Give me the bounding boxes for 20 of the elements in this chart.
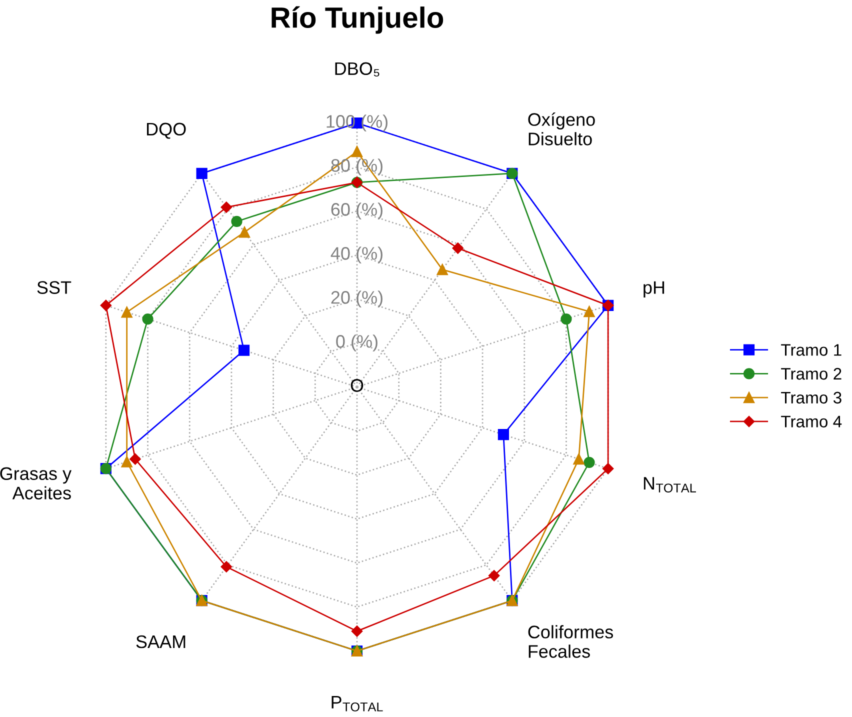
chart-title: Río Tunjuelo xyxy=(272,6,444,34)
spoke-label: Coliformes Fecales xyxy=(528,625,614,658)
legend-label: Tramo 1 xyxy=(781,344,842,356)
y-tick-label: 20 (%) xyxy=(331,290,382,308)
y-tick-label: 0 (%) xyxy=(336,334,378,352)
legend-label: Tramo 3 xyxy=(781,392,842,404)
spoke-label: pH xyxy=(644,281,664,298)
spoke-label: SAAM xyxy=(136,635,186,648)
y-tick-label: 60 (%) xyxy=(331,202,382,220)
spoke-label: N$_{TOTAL}$ xyxy=(644,477,696,493)
spoke-label: Oxígeno Disuelto xyxy=(528,112,595,146)
spoke-label: Grasas y Aceites xyxy=(0,467,72,500)
spoke-label: SST xyxy=(37,281,72,294)
legend-label: Tramo 2 xyxy=(781,368,842,380)
y-tick-label: 40 (%) xyxy=(330,246,382,264)
spoke-label: DQO xyxy=(146,122,186,139)
spoke-label: P$_{TOTAL}$ xyxy=(332,696,383,712)
text: O xyxy=(350,379,364,392)
legend-label: Tramo 4 xyxy=(781,416,842,428)
spoke-label: DBO₅ xyxy=(335,62,380,77)
